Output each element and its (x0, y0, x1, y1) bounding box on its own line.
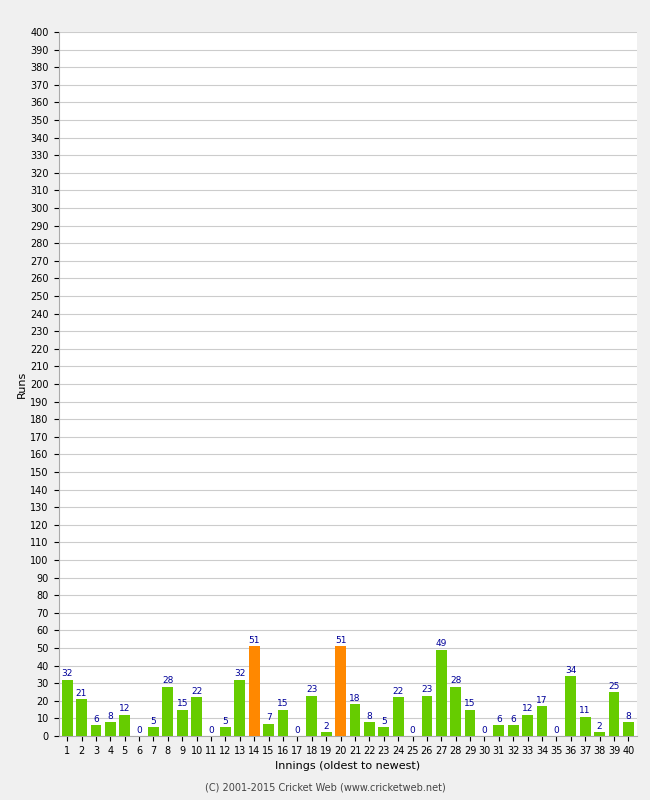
Text: 12: 12 (522, 705, 533, 714)
Text: 8: 8 (367, 711, 372, 721)
Bar (623, 722, 634, 736)
Bar (162, 686, 174, 736)
Bar (393, 698, 404, 736)
Bar (580, 717, 591, 736)
Bar (235, 680, 245, 736)
Text: 2: 2 (323, 722, 329, 731)
Bar (335, 646, 346, 736)
Text: 32: 32 (234, 670, 246, 678)
Text: 22: 22 (393, 687, 404, 696)
Bar (76, 699, 87, 736)
Text: 51: 51 (248, 636, 260, 645)
Text: 18: 18 (349, 694, 361, 703)
Text: 22: 22 (191, 687, 202, 696)
Text: 7: 7 (266, 714, 272, 722)
Text: 8: 8 (107, 711, 113, 721)
Text: 34: 34 (565, 666, 577, 674)
Bar (594, 733, 605, 736)
Text: 0: 0 (294, 726, 300, 734)
Bar (566, 676, 576, 736)
Text: 0: 0 (136, 726, 142, 734)
Bar (608, 692, 619, 736)
Text: 0: 0 (410, 726, 415, 734)
Bar (191, 698, 202, 736)
Text: 0: 0 (554, 726, 559, 734)
Bar (436, 650, 447, 736)
Text: 15: 15 (278, 699, 289, 708)
Text: 23: 23 (421, 685, 433, 694)
Bar (105, 722, 116, 736)
Text: 51: 51 (335, 636, 346, 645)
Bar (493, 726, 504, 736)
Bar (249, 646, 259, 736)
Text: 23: 23 (306, 685, 317, 694)
Text: 0: 0 (208, 726, 214, 734)
Text: 17: 17 (536, 696, 548, 705)
Bar (148, 727, 159, 736)
Text: 15: 15 (464, 699, 476, 708)
Text: 6: 6 (496, 715, 502, 724)
Text: 8: 8 (625, 711, 631, 721)
Bar (421, 695, 432, 736)
Text: 11: 11 (579, 706, 591, 715)
Bar (177, 710, 188, 736)
Text: 12: 12 (119, 705, 131, 714)
Text: 0: 0 (482, 726, 488, 734)
Bar (522, 715, 533, 736)
Text: 49: 49 (436, 639, 447, 648)
Y-axis label: Runs: Runs (18, 370, 27, 398)
Bar (278, 710, 289, 736)
Text: 5: 5 (381, 717, 387, 726)
Text: 5: 5 (151, 717, 157, 726)
Bar (320, 733, 332, 736)
Bar (465, 710, 475, 736)
Text: 32: 32 (62, 670, 73, 678)
Text: 15: 15 (177, 699, 188, 708)
X-axis label: Innings (oldest to newest): Innings (oldest to newest) (275, 762, 421, 771)
Bar (508, 726, 519, 736)
Text: 2: 2 (597, 722, 603, 731)
Text: 25: 25 (608, 682, 619, 690)
Bar (450, 686, 461, 736)
Bar (220, 727, 231, 736)
Bar (306, 695, 317, 736)
Text: 6: 6 (510, 715, 516, 724)
Bar (90, 726, 101, 736)
Bar (62, 680, 73, 736)
Text: 28: 28 (162, 676, 174, 686)
Text: 5: 5 (222, 717, 228, 726)
Bar (350, 704, 360, 736)
Bar (120, 715, 130, 736)
Bar (364, 722, 375, 736)
Bar (263, 724, 274, 736)
Bar (378, 727, 389, 736)
Bar (537, 706, 547, 736)
Text: (C) 2001-2015 Cricket Web (www.cricketweb.net): (C) 2001-2015 Cricket Web (www.cricketwe… (205, 782, 445, 792)
Text: 21: 21 (76, 689, 87, 698)
Text: 28: 28 (450, 676, 461, 686)
Text: 6: 6 (93, 715, 99, 724)
